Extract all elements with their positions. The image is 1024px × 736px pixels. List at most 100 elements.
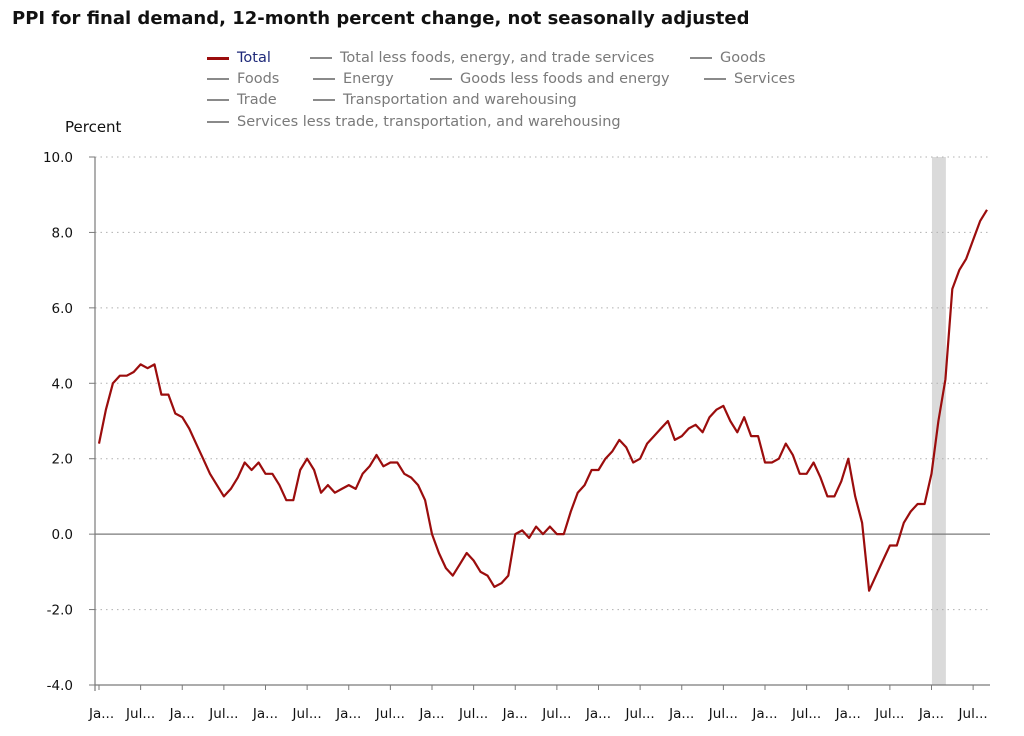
data-point bbox=[673, 438, 677, 442]
legend-item-trade[interactable]: Trade bbox=[207, 90, 277, 110]
legend-label: Transportation and warehousing bbox=[343, 92, 577, 108]
data-point bbox=[874, 574, 878, 578]
data-point bbox=[201, 457, 205, 461]
data-point bbox=[971, 238, 975, 242]
x-tick-label: Jul... bbox=[958, 706, 988, 722]
data-point bbox=[180, 415, 184, 419]
data-point bbox=[923, 502, 927, 506]
x-tick-label: Ja... bbox=[252, 706, 278, 722]
data-point bbox=[985, 208, 989, 212]
data-point bbox=[749, 434, 753, 438]
data-point bbox=[936, 419, 940, 423]
data-point bbox=[381, 464, 385, 468]
legend-swatch bbox=[313, 78, 335, 80]
data-point bbox=[694, 423, 698, 427]
data-point bbox=[492, 585, 496, 589]
x-tick-label: Jul... bbox=[625, 706, 655, 722]
y-tick-label: 0.0 bbox=[52, 527, 73, 543]
data-point bbox=[846, 457, 850, 461]
legend-item-energy[interactable]: Energy bbox=[313, 69, 394, 89]
y-tick-label: 6.0 bbox=[52, 301, 73, 317]
data-point bbox=[361, 472, 365, 476]
legend-item-services-less-trade-transportation-and-warehousing[interactable]: Services less trade, transportation, and… bbox=[207, 112, 621, 132]
data-point bbox=[867, 589, 871, 593]
data-point bbox=[153, 362, 157, 366]
data-point bbox=[486, 574, 490, 578]
data-point bbox=[902, 521, 906, 525]
x-tick-label: Jul... bbox=[874, 706, 904, 722]
legend-swatch bbox=[207, 78, 229, 80]
data-point bbox=[354, 487, 358, 491]
data-point bbox=[701, 430, 705, 434]
data-point bbox=[742, 415, 746, 419]
legend-item-services[interactable]: Services bbox=[704, 69, 795, 89]
data-point bbox=[534, 525, 538, 529]
data-point bbox=[603, 457, 607, 461]
data-point bbox=[305, 457, 309, 461]
data-point bbox=[236, 476, 240, 480]
x-tick-label: Jul... bbox=[375, 706, 405, 722]
legend-item-goods[interactable]: Goods bbox=[690, 48, 766, 68]
x-tick-label: Jul... bbox=[458, 706, 488, 722]
data-point bbox=[839, 479, 843, 483]
data-point bbox=[721, 404, 725, 408]
legend-item-foods[interactable]: Foods bbox=[207, 69, 279, 89]
legend-item-goods-less-foods-and-energy[interactable]: Goods less foods and energy bbox=[430, 69, 670, 89]
legend-swatch bbox=[704, 78, 726, 80]
x-tick-label: Ja... bbox=[502, 706, 528, 722]
data-point bbox=[250, 468, 254, 472]
data-point bbox=[687, 427, 691, 431]
y-tick-label: -4.0 bbox=[47, 678, 73, 694]
data-point bbox=[930, 472, 934, 476]
data-point bbox=[583, 483, 587, 487]
data-point bbox=[916, 502, 920, 506]
data-point bbox=[347, 483, 351, 487]
data-point bbox=[590, 468, 594, 472]
legend-label: Services bbox=[734, 71, 796, 87]
legend-swatch bbox=[430, 78, 452, 80]
data-point bbox=[451, 574, 455, 578]
data-point bbox=[222, 494, 226, 498]
legend-swatch bbox=[310, 57, 332, 59]
data-point bbox=[819, 476, 823, 480]
data-point bbox=[430, 532, 434, 536]
data-point bbox=[291, 498, 295, 502]
data-point bbox=[270, 472, 274, 476]
legend-swatch bbox=[207, 56, 229, 60]
data-point bbox=[264, 472, 268, 476]
x-tick-label: Jul... bbox=[541, 706, 571, 722]
data-point bbox=[770, 461, 774, 465]
data-point bbox=[825, 494, 829, 498]
x-tick-label: Ja... bbox=[835, 706, 861, 722]
legend-item-transportation-and-warehousing[interactable]: Transportation and warehousing bbox=[313, 90, 577, 110]
data-point bbox=[610, 449, 614, 453]
data-point bbox=[728, 419, 732, 423]
data-point bbox=[978, 219, 982, 223]
data-point bbox=[416, 483, 420, 487]
x-tick-label: Jul... bbox=[208, 706, 238, 722]
data-point bbox=[909, 510, 913, 514]
series-line-total bbox=[97, 209, 988, 592]
data-point bbox=[798, 472, 802, 476]
data-point bbox=[312, 468, 316, 472]
legend-swatch bbox=[313, 99, 335, 101]
data-point bbox=[146, 366, 150, 370]
x-tick-label: Jul... bbox=[125, 706, 155, 722]
data-point bbox=[388, 461, 392, 465]
legend-item-total[interactable]: Total bbox=[207, 48, 271, 68]
data-point bbox=[506, 574, 510, 578]
data-point bbox=[375, 453, 379, 457]
legend-label: Goods bbox=[720, 50, 766, 66]
data-point bbox=[708, 415, 712, 419]
data-point bbox=[465, 551, 469, 555]
legend-label: Foods bbox=[237, 71, 280, 87]
y-tick-label: 10.0 bbox=[43, 150, 73, 166]
data-point bbox=[479, 570, 483, 574]
legend-item-total-less-foods-energy-and-trade-services[interactable]: Total less foods, energy, and trade serv… bbox=[310, 48, 654, 68]
data-point bbox=[541, 532, 545, 536]
data-point bbox=[881, 559, 885, 563]
data-point bbox=[139, 362, 143, 366]
x-tick-label: Ja... bbox=[585, 706, 611, 722]
data-point bbox=[277, 483, 281, 487]
y-tick-label: -2.0 bbox=[47, 603, 73, 619]
